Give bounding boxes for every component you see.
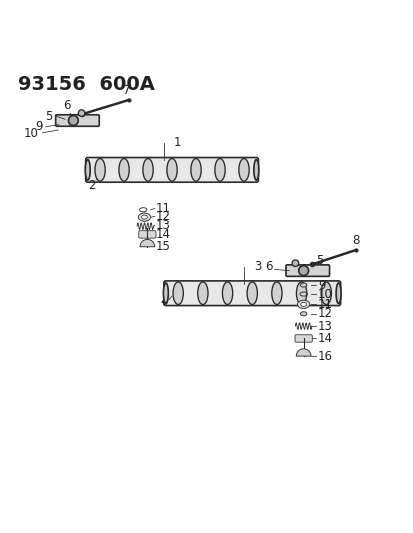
Ellipse shape: [222, 282, 232, 304]
Circle shape: [68, 116, 78, 125]
Text: 14: 14: [155, 228, 170, 241]
FancyBboxPatch shape: [164, 281, 340, 305]
FancyBboxPatch shape: [294, 335, 311, 342]
Text: 5: 5: [45, 110, 53, 123]
Text: 6: 6: [63, 99, 71, 112]
Text: 7: 7: [123, 84, 130, 97]
Text: 9: 9: [35, 120, 43, 133]
Text: 11: 11: [317, 298, 332, 311]
Ellipse shape: [214, 158, 225, 181]
Ellipse shape: [297, 300, 309, 309]
Ellipse shape: [173, 282, 183, 304]
Ellipse shape: [141, 215, 147, 219]
FancyBboxPatch shape: [85, 158, 258, 182]
Text: 8: 8: [351, 234, 358, 247]
FancyBboxPatch shape: [55, 115, 99, 126]
Text: 5: 5: [315, 254, 323, 267]
Text: 1: 1: [174, 136, 181, 149]
Text: 10: 10: [317, 287, 332, 301]
Text: 13: 13: [155, 219, 170, 232]
Text: 93156  600A: 93156 600A: [18, 75, 154, 94]
Text: 6: 6: [265, 260, 272, 273]
Ellipse shape: [163, 283, 168, 303]
Text: 16: 16: [317, 350, 332, 362]
Ellipse shape: [166, 158, 177, 181]
Ellipse shape: [320, 282, 330, 304]
Text: 2: 2: [88, 179, 95, 191]
Ellipse shape: [238, 158, 249, 181]
Text: 14: 14: [317, 332, 332, 345]
Text: 12: 12: [155, 210, 170, 223]
Ellipse shape: [138, 213, 150, 221]
Circle shape: [298, 265, 308, 276]
Ellipse shape: [247, 282, 257, 304]
Ellipse shape: [95, 158, 105, 181]
Text: 4: 4: [160, 295, 167, 308]
Circle shape: [292, 260, 298, 266]
Text: 13: 13: [317, 320, 332, 333]
Ellipse shape: [300, 302, 306, 306]
Text: 11: 11: [155, 202, 170, 215]
Text: 15: 15: [155, 240, 170, 253]
Ellipse shape: [296, 282, 306, 304]
Ellipse shape: [119, 158, 129, 181]
FancyBboxPatch shape: [285, 265, 329, 277]
Text: 3: 3: [254, 260, 261, 273]
Ellipse shape: [335, 283, 340, 303]
FancyBboxPatch shape: [138, 231, 156, 238]
Ellipse shape: [197, 282, 207, 304]
Wedge shape: [140, 239, 154, 247]
Ellipse shape: [190, 158, 201, 181]
Ellipse shape: [299, 283, 306, 287]
Ellipse shape: [253, 159, 258, 180]
Ellipse shape: [271, 282, 281, 304]
Ellipse shape: [299, 312, 306, 316]
Text: 12: 12: [317, 308, 332, 320]
Circle shape: [78, 110, 85, 116]
Ellipse shape: [85, 159, 90, 180]
Wedge shape: [296, 349, 310, 356]
Text: 9: 9: [317, 279, 325, 292]
Ellipse shape: [142, 158, 153, 181]
Text: 10: 10: [24, 127, 38, 140]
